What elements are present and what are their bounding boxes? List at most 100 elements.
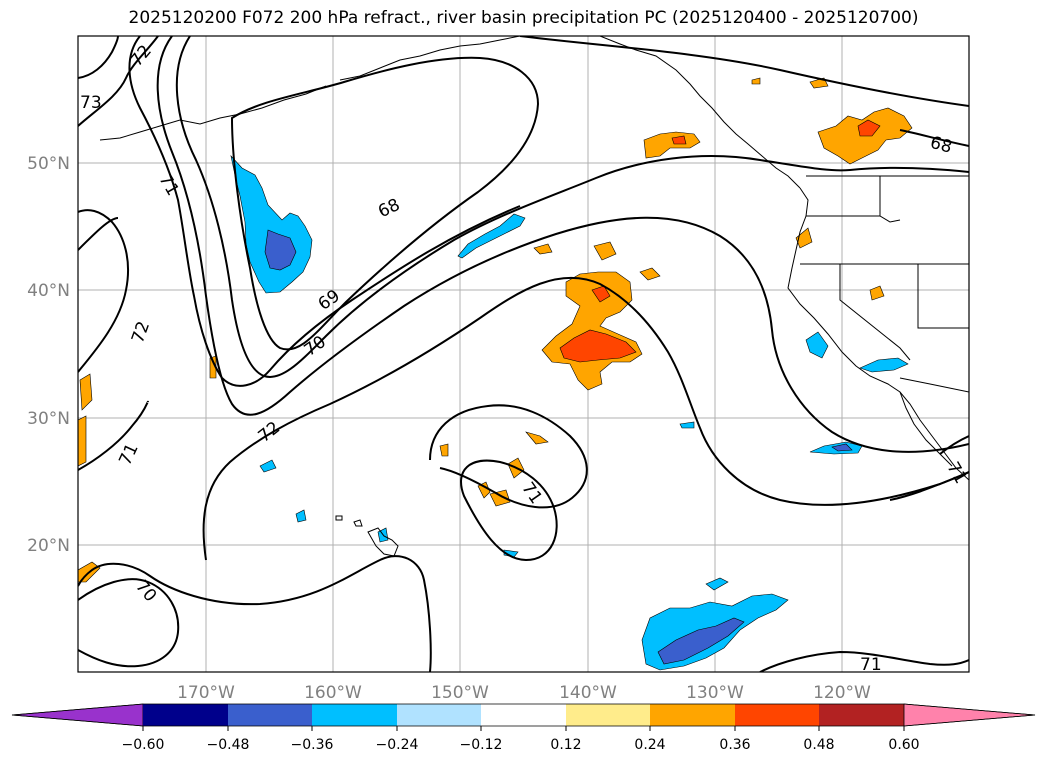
lon-tick-120w: 120°W xyxy=(813,683,871,703)
graticule xyxy=(78,36,969,672)
contour-68-inner xyxy=(230,56,540,351)
colorbar-segment-9 xyxy=(819,704,904,726)
cb-label-10: 0.60 xyxy=(888,737,919,753)
precip-blue-ca xyxy=(805,331,829,359)
border-wa-or xyxy=(806,215,901,223)
lat-tick-20n: 20°N xyxy=(27,536,70,556)
coast-baja xyxy=(899,391,953,467)
contour-69 xyxy=(175,36,969,378)
colorbar-extend-high xyxy=(903,703,1036,727)
cb-label-3: −0.36 xyxy=(291,737,334,753)
colorbar-segment-1 xyxy=(143,704,228,726)
contour-68-east xyxy=(899,129,969,147)
cb-label-2: −0.48 xyxy=(207,737,250,753)
colorbar-segment-8 xyxy=(735,704,819,726)
coast-hawaii xyxy=(367,527,399,557)
contour-72-north xyxy=(78,36,159,127)
precip-blue-ca-2 xyxy=(859,357,909,373)
colorbar: −0.60 −0.48 −0.36 −0.24 −0.12 0.12 0.24 … xyxy=(11,703,1036,753)
precip-orange-hi-4 xyxy=(439,443,449,457)
precip-blue-small-6 xyxy=(705,577,729,591)
precip-orange-n3 xyxy=(533,243,553,255)
precip-blue-mid-1 xyxy=(457,213,526,259)
lat-tick-labels: 50°N 40°N 30°N 20°N xyxy=(27,154,70,556)
lon-tick-130w: 130°W xyxy=(686,683,744,703)
cb-label-7: 0.24 xyxy=(634,737,665,753)
precip-orange-nv xyxy=(869,285,885,301)
coast-hawaii-3 xyxy=(335,515,343,521)
contour-71-center xyxy=(78,555,432,672)
colorbar-ticks xyxy=(142,726,905,731)
cb-label-8: 0.36 xyxy=(719,737,750,753)
cb-label-1: −0.60 xyxy=(122,737,165,753)
precip-red-bc xyxy=(857,119,881,137)
coast-alaska xyxy=(339,36,521,81)
border-us-mexico xyxy=(899,377,969,393)
contour-71-north xyxy=(128,36,521,387)
border-ca-nv xyxy=(839,264,911,361)
contour-70-south xyxy=(78,578,180,668)
precip-orange-hi-2 xyxy=(489,489,511,507)
precip-orange-hi-5 xyxy=(525,431,549,445)
contour-71-hawaii xyxy=(460,459,558,562)
lat-tick-30n: 30°N xyxy=(27,409,70,429)
colorbar-segment-6 xyxy=(566,704,650,726)
precip-red-nw-coast xyxy=(671,135,687,145)
contour-70 xyxy=(156,36,969,453)
colorbar-segment-5 xyxy=(481,704,566,726)
precip-blue-small-1 xyxy=(259,459,277,473)
precip-blue-small-2 xyxy=(295,509,307,523)
precip-orange-nw-coast xyxy=(643,131,701,159)
precip-orange-hi-1 xyxy=(477,481,491,499)
lon-tick-150w: 150°W xyxy=(431,683,489,703)
coast-se-alaska xyxy=(599,36,801,189)
lon-tick-140w: 140°W xyxy=(559,683,617,703)
cb-label-5: −0.12 xyxy=(460,737,503,753)
lon-tick-labels: 170°W 160°W 150°W 140°W 130°W 120°W xyxy=(177,683,871,703)
coast-hawaii-2 xyxy=(353,519,363,527)
precip-darkblue-south xyxy=(657,617,745,665)
colorbar-segment-2 xyxy=(228,704,312,726)
lat-tick-40n: 40°N xyxy=(27,281,70,301)
contour-72-mid xyxy=(202,276,969,561)
map-title: 2025120200 F072 200 hPa refract., river … xyxy=(128,8,919,28)
contour-71-west-2 xyxy=(78,217,119,251)
contour-east-71 xyxy=(889,471,969,501)
contour-label-71-d: 71 xyxy=(860,655,882,675)
precip-orange-n2 xyxy=(639,267,661,281)
precip-darkblue-alaska-gulf xyxy=(264,229,297,271)
coast-pnw xyxy=(787,187,969,481)
precip-orange-west-4 xyxy=(209,355,217,379)
colorbar-segment-7 xyxy=(650,704,735,726)
contour-68-north xyxy=(519,36,969,107)
coastlines xyxy=(99,36,969,557)
lon-tick-160w: 160°W xyxy=(304,683,362,703)
colorbar-extend-low xyxy=(11,703,144,727)
precip-negative xyxy=(230,154,909,671)
border-nv-ut xyxy=(917,264,969,329)
precip-orange-n1 xyxy=(593,241,617,261)
coast-aleutians xyxy=(99,85,327,141)
cb-label-9: 0.48 xyxy=(803,737,834,753)
precip-orange-west-1 xyxy=(79,373,93,411)
precip-red-central-2 xyxy=(591,285,611,303)
precip-orange-west-2 xyxy=(78,415,87,467)
precip-darkblue-baja xyxy=(831,443,853,452)
contour-71-se xyxy=(759,650,969,672)
colorbar-segment-4 xyxy=(397,704,481,726)
precip-blue-small-4 xyxy=(679,421,695,429)
colorbar-segment-3 xyxy=(312,704,397,726)
precip-orange-or xyxy=(795,227,813,249)
contour-label-73: 73 xyxy=(80,93,102,113)
contour-73 xyxy=(78,36,119,79)
contour-71-inner xyxy=(429,404,588,509)
map-frame xyxy=(77,35,970,673)
contour-71-west xyxy=(78,209,130,373)
precip-positive xyxy=(78,77,913,583)
refractivity-contours xyxy=(78,36,969,672)
cb-label-4: −0.24 xyxy=(376,737,419,753)
contour-east-72 xyxy=(939,435,969,455)
lon-tick-170w: 170°W xyxy=(177,683,235,703)
cb-label-6: 0.12 xyxy=(550,737,581,753)
